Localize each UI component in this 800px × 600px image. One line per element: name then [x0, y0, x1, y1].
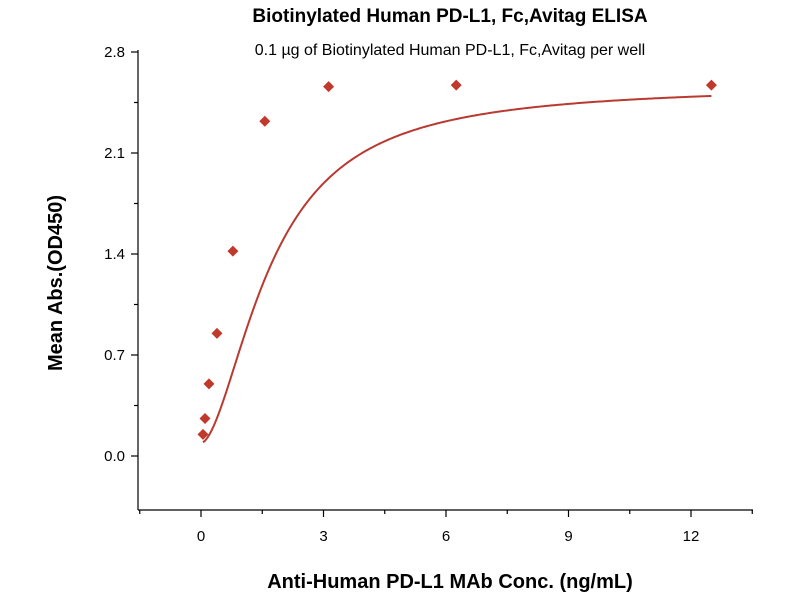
x-tick-label: 6 — [442, 528, 450, 545]
data-point — [199, 412, 211, 424]
y-tick-label: 0.7 — [104, 347, 125, 364]
chart-title: Biotinylated Human PD-L1, Fc,Avitag ELIS… — [252, 6, 647, 27]
x-tick-label: 9 — [564, 528, 572, 545]
data-point — [197, 428, 209, 440]
y-tick-label: 1.4 — [104, 246, 125, 263]
y-axis-ticks: 0.0 0.7 1.4 2.1 2.8 — [104, 44, 138, 465]
x-axis-ticks: 0 3 6 9 12 — [139, 510, 753, 545]
data-point — [211, 327, 223, 339]
data-point — [450, 79, 462, 91]
fit-curve — [202, 94, 712, 444]
y-tick-label: 0.0 — [104, 448, 125, 465]
y-tick-label: 2.8 — [104, 44, 125, 61]
data-point — [323, 81, 335, 93]
data-point — [259, 115, 271, 127]
x-tick-label: 0 — [197, 528, 205, 545]
x-tick-label: 3 — [319, 528, 327, 545]
data-point — [203, 378, 215, 390]
y-axis-label: Mean Abs.(OD450) — [45, 195, 67, 371]
x-tick-label: 12 — [683, 528, 700, 545]
y-tick-label: 2.1 — [104, 145, 125, 162]
data-point — [227, 245, 239, 257]
chart-subtitle: 0.1 µg of Biotinylated Human PD-L1, Fc,A… — [255, 42, 645, 59]
data-point — [705, 79, 717, 91]
data-points — [197, 79, 717, 440]
x-axis-label: Anti-Human PD-L1 MAb Conc. (ng/mL) — [267, 571, 633, 593]
